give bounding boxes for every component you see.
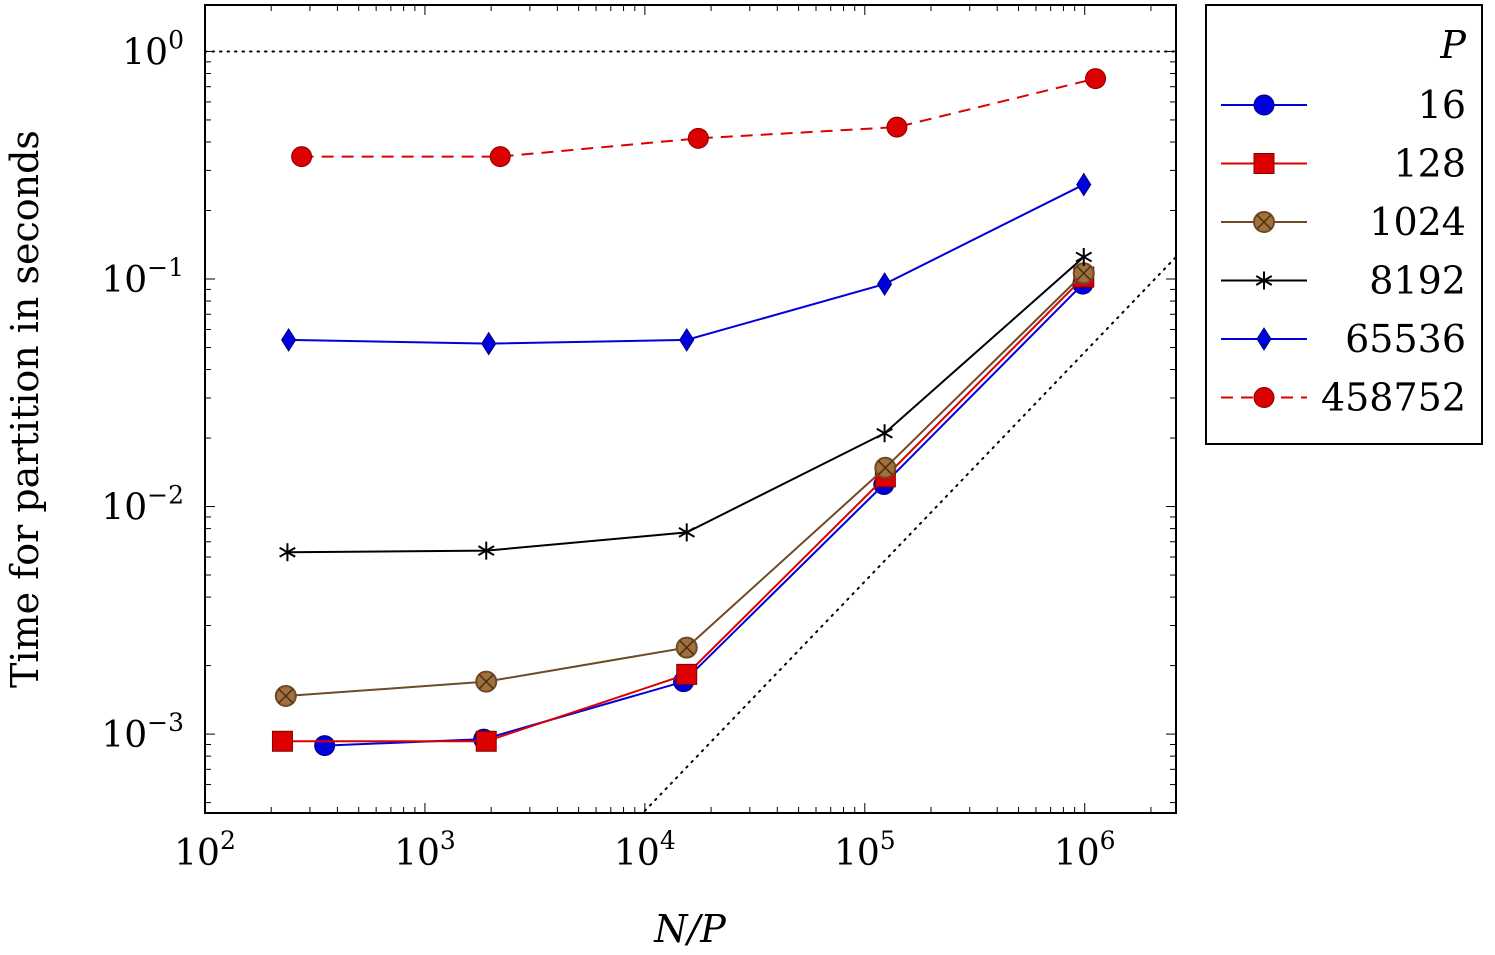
series-458752 — [291, 68, 1107, 168]
data-point — [1072, 262, 1095, 285]
x-tick-label: 103 — [394, 826, 456, 874]
data-point — [314, 735, 336, 757]
legend-label: 16 — [1418, 83, 1466, 127]
data-point — [1085, 68, 1107, 90]
legend-marker — [1256, 327, 1272, 351]
data-point — [676, 663, 698, 685]
y-tick-label: 10−3 — [101, 708, 184, 756]
series-16 — [314, 273, 1094, 757]
data-point — [1075, 247, 1093, 266]
data-point — [886, 116, 908, 138]
legend-item: 458752 — [1221, 376, 1466, 420]
legend-marker — [1253, 153, 1275, 174]
series-line — [288, 183, 1085, 345]
legend-label: 1024 — [1369, 200, 1466, 244]
data-point — [475, 670, 498, 693]
data-point — [274, 685, 297, 708]
series-layer — [271, 68, 1107, 757]
legend-item: 1024 — [1221, 200, 1466, 244]
series-line — [301, 77, 1096, 158]
series-8192 — [279, 247, 1093, 562]
data-point — [876, 272, 893, 296]
data-point — [475, 730, 497, 752]
x-tick-label: 104 — [614, 826, 676, 874]
legend-label: 128 — [1393, 142, 1466, 186]
data-point — [279, 543, 296, 562]
legend-label: 65536 — [1345, 317, 1466, 361]
series-65536 — [281, 172, 1092, 356]
x-tick-label: 105 — [834, 826, 896, 874]
data-point — [489, 146, 511, 168]
data-point — [1076, 172, 1092, 197]
data-point — [271, 730, 293, 752]
x-axis-title: N/P — [653, 907, 727, 951]
legend-items: 16 128 1024 8192 65536 458752 — [1221, 83, 1466, 420]
legend-label: 458752 — [1321, 376, 1466, 420]
legend-title: P — [1439, 23, 1467, 67]
tick-labels: 102 103 104 105 106 100 10−1 10−2 10−3 — [101, 25, 1115, 874]
y-tick-label: 10−1 — [101, 253, 184, 301]
x-tick-label: 106 — [1054, 826, 1116, 874]
legend-marker — [1255, 271, 1273, 290]
legend-box — [1205, 4, 1483, 445]
legend-item: 16 — [1221, 83, 1466, 127]
y-tick-label: 100 — [122, 25, 184, 73]
data-point — [675, 636, 698, 659]
data-point — [687, 127, 709, 149]
legend-marker — [1253, 211, 1275, 233]
y-tick-label: 10−2 — [101, 481, 184, 529]
legend-item: 128 — [1221, 142, 1466, 186]
legend: P 16 128 1024 8192 65536 458752 — [1205, 4, 1483, 445]
legend-item: 8192 — [1221, 259, 1466, 303]
x-tick-label: 102 — [174, 826, 236, 874]
legend-label: 8192 — [1369, 259, 1466, 303]
legend-marker — [1253, 387, 1275, 408]
data-point — [678, 523, 696, 542]
data-point — [679, 327, 695, 352]
legend-marker — [1253, 94, 1275, 116]
legend-item: 65536 — [1221, 317, 1466, 361]
data-point — [876, 424, 893, 443]
data-point — [281, 327, 297, 352]
reference-line-linear — [643, 255, 1176, 812]
data-point — [874, 456, 897, 479]
series-line — [324, 283, 1084, 747]
reference-lines — [205, 50, 1176, 812]
data-point — [481, 331, 497, 356]
y-axis-title: Time for partition in seconds — [3, 130, 47, 688]
data-point — [477, 541, 495, 560]
plot-frame — [204, 4, 1177, 814]
series-1024 — [274, 262, 1095, 708]
data-point — [291, 146, 313, 168]
